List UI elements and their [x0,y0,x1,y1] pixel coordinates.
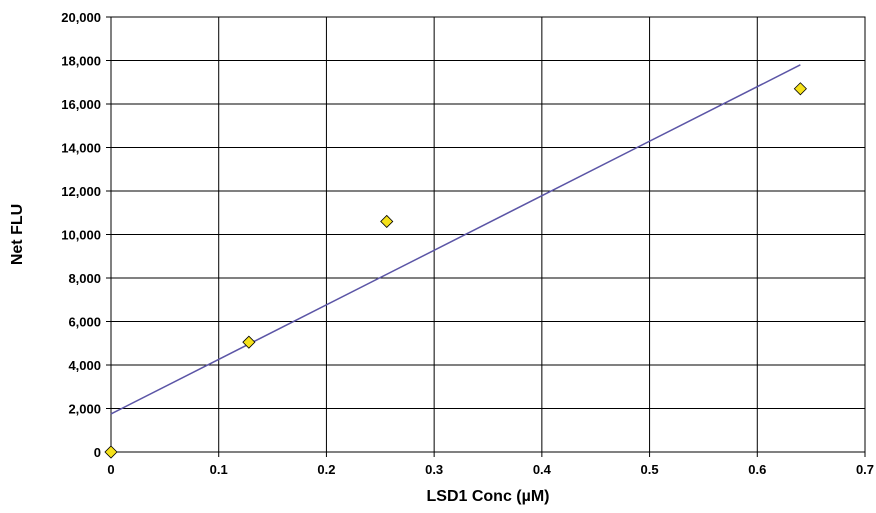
y-tick-label: 6,000 [68,315,101,330]
x-axis-title: LSD1 Conc (µM) [427,488,550,505]
data-points [104,82,807,459]
y-tick-label: 4,000 [68,358,101,373]
y-tick-label: 20,000 [61,10,101,25]
data-point [793,82,807,96]
y-axis-ticks: 0 2,000 4,000 6,000 8,000 10,000 12,000 14,000 1… [61,10,101,460]
y-tick-label: 12,000 [61,184,101,199]
y-tick-label: 16,000 [61,97,101,112]
y-axis-title: Net FLU [9,204,26,265]
x-tick-label: 0 [107,462,114,477]
y-tick-label: 18,000 [61,54,101,69]
x-tick-label: 0.5 [641,462,659,477]
trendline [110,64,801,415]
y-tick-label: 0 [94,445,101,460]
x-tick-label: 0.6 [748,462,766,477]
data-point [242,335,256,349]
x-tick-label: 0.7 [856,462,874,477]
grid [106,16,866,457]
data-point [380,214,394,229]
plot-area [110,16,866,453]
y-tick-label: 8,000 [68,271,101,286]
y-tick-label: 10,000 [61,228,101,243]
x-axis-ticks: 0 0.1 0.2 0.3 0.4 0.5 0.6 0.7 [107,462,874,477]
data-point [104,445,118,459]
x-tick-label: 0.4 [533,462,552,477]
y-tick-label: 2,000 [68,402,101,417]
x-tick-label: 0.2 [317,462,335,477]
x-tick-label: 0.1 [210,462,228,477]
x-tick-label: 0.3 [425,462,443,477]
y-tick-label: 14,000 [61,141,101,156]
